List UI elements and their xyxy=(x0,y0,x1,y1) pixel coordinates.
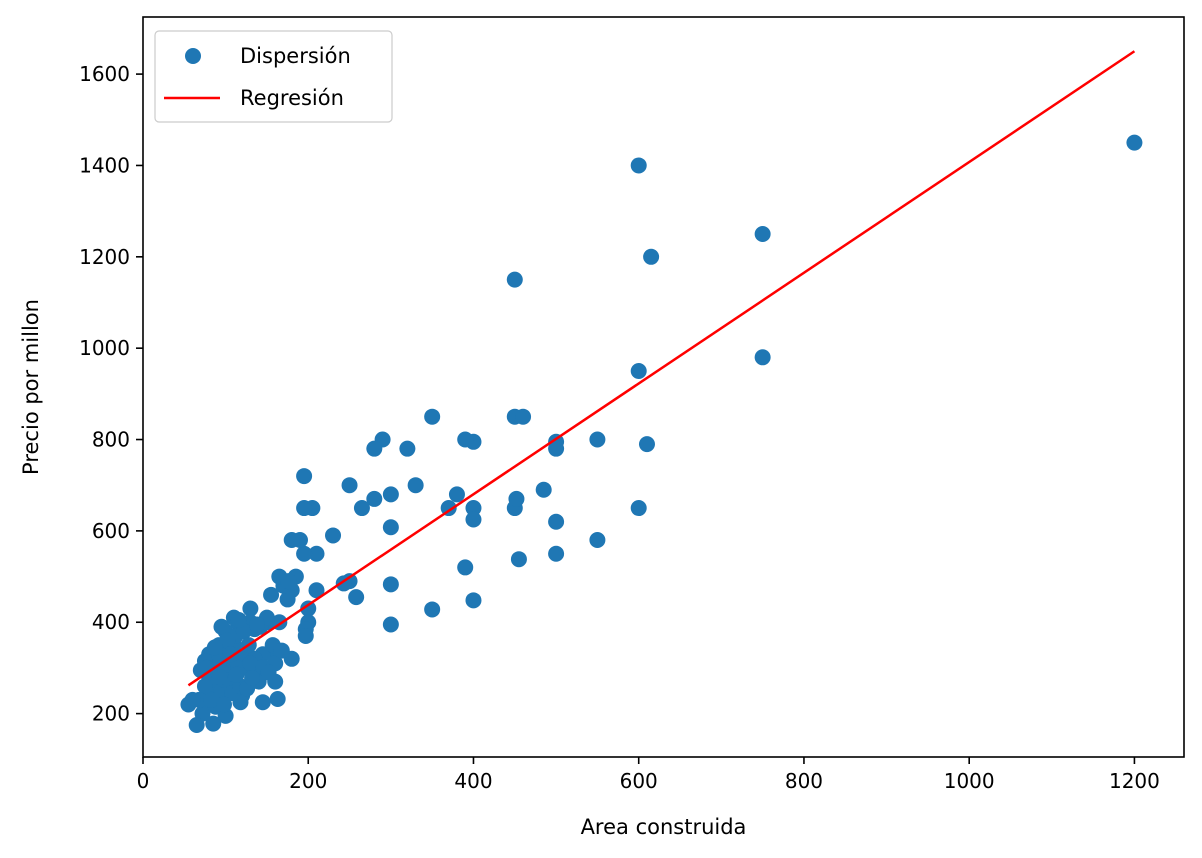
scatter-point xyxy=(228,666,245,683)
scatter-point xyxy=(279,591,296,608)
scatter-point xyxy=(215,696,232,713)
scatter-point xyxy=(213,618,230,635)
scatter-point xyxy=(399,440,416,457)
scatter-point xyxy=(263,586,280,603)
y-tick-label: 600 xyxy=(92,519,130,543)
scatter-point xyxy=(205,715,222,732)
scatter-point xyxy=(535,481,552,498)
scatter-point xyxy=(296,545,313,562)
scatter-point xyxy=(1126,134,1143,151)
scatter-point xyxy=(424,408,441,425)
y-tick-label: 800 xyxy=(92,428,130,452)
x-tick-label: 200 xyxy=(289,769,327,793)
scatter-point xyxy=(230,611,247,628)
y-tick-label: 200 xyxy=(92,702,130,726)
y-tick-label: 1400 xyxy=(79,153,130,177)
axes: 0 200 400 600 800 1000 1200 200 400 600 800 1000 120… xyxy=(79,16,1185,793)
x-tick-label: 0 xyxy=(137,769,150,793)
scatter-point xyxy=(465,511,482,528)
scatter-point xyxy=(184,691,201,708)
y-tick-label: 1600 xyxy=(79,62,130,86)
scatter-point xyxy=(448,486,465,503)
y-tick-label: 1200 xyxy=(79,245,130,269)
scatter-point xyxy=(206,639,223,656)
scatter-point xyxy=(296,468,313,485)
scatter-point xyxy=(465,500,482,517)
scatter-point xyxy=(510,551,527,568)
scatter-point xyxy=(754,349,771,366)
scatter-point xyxy=(254,694,271,711)
scatter-point xyxy=(273,642,290,659)
scatter-point xyxy=(244,669,261,686)
x-tick-label: 800 xyxy=(785,769,823,793)
scatter-point xyxy=(382,576,399,593)
scatter-point xyxy=(548,440,565,457)
regression-line xyxy=(187,50,1136,687)
scatter-point xyxy=(638,436,655,453)
scatter-point xyxy=(353,500,370,517)
data-layer xyxy=(180,50,1143,734)
y-axis-label: Precio por millon xyxy=(19,299,43,475)
scatter-point xyxy=(242,655,259,672)
scatter-point xyxy=(548,545,565,562)
scatter-point xyxy=(249,616,266,633)
scatter-point xyxy=(296,500,313,517)
scatter-point xyxy=(203,691,220,708)
x-tick-label: 1000 xyxy=(944,769,995,793)
scatter-point xyxy=(548,513,565,530)
scatter-point xyxy=(348,589,365,606)
scatter-point xyxy=(630,500,647,517)
scatter-point xyxy=(242,600,259,617)
scatter-point xyxy=(457,431,474,448)
scatter-point xyxy=(382,616,399,633)
axes-frame xyxy=(142,16,1185,758)
legend-marker-scatter xyxy=(185,48,201,64)
x-tick-label: 400 xyxy=(454,769,492,793)
legend-label: Regresión xyxy=(240,86,344,110)
scatter-point xyxy=(366,490,383,507)
scatter-point xyxy=(366,440,383,457)
legend-label: Dispersión xyxy=(240,44,351,68)
scatter-point xyxy=(508,490,525,507)
scatter-point xyxy=(506,271,523,288)
plot-area xyxy=(180,50,1143,734)
scatter-point xyxy=(382,486,399,503)
scatter-point xyxy=(269,690,286,707)
scatter-point xyxy=(196,678,213,695)
scatter-point xyxy=(589,431,606,448)
scatter-point xyxy=(341,477,358,494)
scatter-point xyxy=(643,248,660,265)
scatter-point xyxy=(219,632,236,649)
scatter-point xyxy=(515,408,532,425)
scatter-point xyxy=(465,592,482,609)
scatter-point xyxy=(308,582,325,599)
y-tick-label: 1000 xyxy=(79,336,130,360)
scatter-point xyxy=(424,601,441,618)
scatter-point xyxy=(754,225,771,242)
y-tick-label: 400 xyxy=(92,610,130,634)
scatter-point xyxy=(198,659,215,676)
scatter-point xyxy=(211,669,228,686)
scatter-point xyxy=(382,519,399,536)
scatter-point xyxy=(283,532,300,549)
x-tick-label: 600 xyxy=(620,769,658,793)
scatter-point xyxy=(260,664,277,681)
scatter-point xyxy=(297,627,314,644)
scatter-point xyxy=(407,477,424,494)
scatter-point xyxy=(457,559,474,576)
x-tick-label: 1200 xyxy=(1109,769,1160,793)
scatter-point xyxy=(308,545,325,562)
scatter-point xyxy=(630,157,647,174)
scatter-point xyxy=(589,532,606,549)
scatter-point xyxy=(280,573,297,590)
scatter-point xyxy=(188,717,205,734)
scatter-point xyxy=(630,363,647,380)
scatter-point xyxy=(300,600,317,617)
legend: Dispersión Regresión xyxy=(154,30,393,123)
scatter-point xyxy=(325,527,342,544)
x-axis-label: Area construida xyxy=(581,815,747,839)
